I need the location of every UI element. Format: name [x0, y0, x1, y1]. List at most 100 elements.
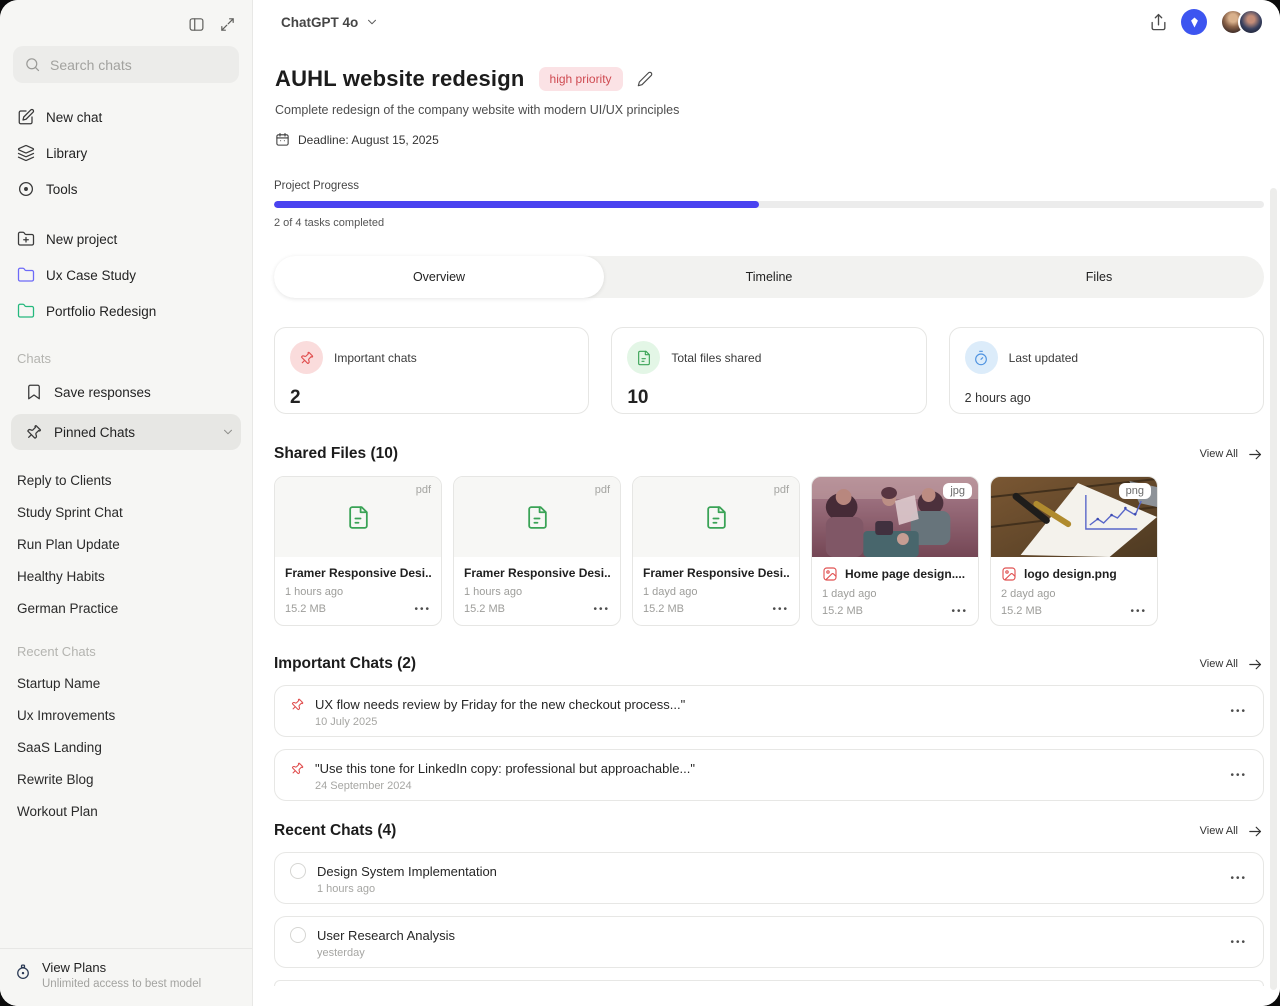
more-icon[interactable] — [1230, 770, 1247, 781]
list-item[interactable]: Startup Name — [11, 667, 241, 699]
file-time: 1 hours ago — [285, 586, 344, 598]
tab-files[interactable]: Files — [1085, 270, 1113, 284]
chat-snippet: "Use this tone for LinkedIn copy: profes… — [315, 760, 695, 776]
file-size: 15.2 MB — [643, 603, 684, 615]
stat-card-last-updated: Last updated 2 hours ago — [948, 327, 1264, 414]
list-item[interactable]: Ux Imrovements — [11, 699, 241, 731]
list-item[interactable]: Reply to Clients — [11, 464, 241, 496]
upgrade-gem-button[interactable] — [1181, 9, 1207, 35]
tab-bar: Overview Timeline Files — [274, 256, 1264, 298]
sidebar-toggle-icon[interactable] — [188, 16, 205, 33]
more-icon[interactable] — [1130, 606, 1147, 617]
list-item[interactable]: Study Sprint Chat — [11, 496, 241, 528]
view-all-recent-button[interactable]: View All — [1200, 823, 1264, 840]
stat-label: Last updated — [1008, 350, 1079, 365]
chat-date: 1 hours ago — [317, 882, 376, 895]
important-chat-row[interactable]: "Use this tone for LinkedIn copy: profes… — [274, 749, 1264, 801]
project-description: Complete redesign of the company website… — [275, 103, 680, 117]
sidebar-item-label: Save responses — [54, 384, 151, 400]
sidebar-item-tools[interactable]: Tools — [11, 171, 241, 207]
new-chat-icon — [18, 108, 35, 125]
view-all-files-button[interactable]: View All — [1200, 446, 1264, 463]
file-card[interactable]: pdf Framer Responsive Desi... 1 dayd ago… — [632, 476, 800, 626]
view-all-label: View All — [1199, 658, 1238, 670]
recent-chat-row[interactable]: User Research Analysis yesterday — [274, 916, 1264, 968]
view-all-label: View All — [1199, 825, 1238, 837]
file-type-label: pdf — [773, 484, 789, 496]
file-icon — [637, 350, 650, 365]
share-icon[interactable] — [1149, 13, 1168, 32]
sidebar-item-library[interactable]: Library — [11, 135, 241, 171]
file-time: 1 dayd ago — [822, 588, 877, 600]
folder-icon — [17, 303, 35, 318]
more-icon[interactable] — [593, 604, 610, 615]
model-selector[interactable]: ChatGPT 4o — [274, 15, 379, 30]
file-icon — [706, 505, 726, 529]
file-card[interactable]: png logo design.png 2 dayd ago 15.2 MB — [990, 476, 1158, 626]
file-time: 2 dayd ago — [1001, 588, 1056, 600]
sidebar-item-new-chat[interactable]: New chat — [11, 99, 241, 135]
file-name: Framer Responsive Desi... — [285, 566, 431, 580]
chevron-down-icon[interactable] — [221, 425, 235, 439]
file-card[interactable]: pdf Framer Responsive Desi... 1 hours ag… — [453, 476, 621, 626]
stat-value: 2 hours ago — [964, 391, 1031, 405]
chat-date: 10 July 2025 — [315, 715, 378, 728]
pin-icon — [300, 351, 313, 364]
more-icon[interactable] — [1230, 937, 1247, 948]
more-icon[interactable] — [951, 606, 968, 617]
chat-title: Startup Name — [17, 675, 101, 691]
chats-section-label: Chats — [17, 351, 51, 366]
chat-title: Study Sprint Chat — [17, 504, 123, 520]
view-plans-text: View Plans Unlimited access to best mode… — [42, 960, 201, 990]
recent-chat-row[interactable]: Design System Implementation 1 hours ago — [274, 852, 1264, 904]
search-input[interactable]: Search chats — [13, 46, 239, 83]
priority-badge: high priority — [538, 67, 623, 91]
list-item[interactable]: Run Plan Update — [11, 528, 241, 560]
list-item[interactable]: Workout Plan — [11, 795, 241, 827]
view-plans[interactable]: View Plans Unlimited access to best mode… — [0, 948, 252, 1006]
sidebar-item-new-project[interactable]: New project — [11, 221, 241, 257]
file-card[interactable]: jpg Home page design.... 1 dayd ago 15.2… — [811, 476, 979, 626]
sidebar-item-label: New project — [46, 231, 118, 247]
arrow-right-icon — [1249, 826, 1262, 836]
progress-caption: 2 of 4 tasks completed — [274, 217, 385, 229]
chat-date: 24 September 2024 — [315, 779, 412, 792]
file-time: 1 hours ago — [464, 586, 523, 598]
bookmark-icon — [28, 384, 40, 400]
sidebar-item-label: Library — [46, 145, 88, 161]
more-icon[interactable] — [1230, 873, 1247, 884]
file-name-text: logo design.png — [1024, 567, 1117, 581]
file-card[interactable]: pdf Framer Responsive Desi... 1 hours ag… — [274, 476, 442, 626]
file-name: Framer Responsive Desi... — [464, 566, 610, 580]
new-project-icon — [17, 231, 35, 246]
file-type-label: pdf — [594, 484, 610, 496]
tab-timeline[interactable]: Timeline — [745, 270, 793, 284]
list-item[interactable]: Rewrite Blog — [11, 763, 241, 795]
sidebar-item-portfolio-redesign[interactable]: Portfolio Redesign — [11, 293, 241, 329]
list-item[interactable]: Healthy Habits — [11, 560, 241, 592]
pinned-chat-list: Reply to Clients Study Sprint Chat Run P… — [0, 464, 252, 624]
more-icon[interactable] — [1230, 706, 1247, 717]
stat-label: Important chats — [334, 350, 417, 365]
recent-chat-list: Startup Name Ux Imrovements SaaS Landing… — [0, 667, 252, 827]
list-item[interactable]: SaaS Landing — [11, 731, 241, 763]
list-item[interactable]: German Practice — [11, 592, 241, 624]
more-icon[interactable] — [414, 604, 431, 615]
sidebar-item-pinned-chats[interactable]: Pinned Chats — [11, 414, 241, 450]
scrollbar[interactable] — [1270, 188, 1277, 990]
sidebar-item-ux-case-study[interactable]: Ux Case Study — [11, 257, 241, 293]
expand-icon[interactable] — [219, 16, 236, 33]
file-name: logo design.png — [1001, 566, 1147, 582]
model-name: ChatGPT 4o — [281, 14, 359, 30]
tab-overview[interactable]: Overview — [274, 256, 604, 298]
sidebar-item-save-responses[interactable]: Save responses — [11, 374, 241, 410]
chat-title: German Practice — [17, 600, 119, 616]
shared-avatars[interactable] — [1220, 9, 1264, 35]
important-chat-row[interactable]: UX flow needs review by Friday for the n… — [274, 685, 1264, 737]
file-type-badge: jpg — [943, 483, 972, 499]
more-icon[interactable] — [772, 604, 789, 615]
edit-icon[interactable] — [637, 71, 653, 87]
view-all-important-button[interactable]: View All — [1200, 656, 1264, 673]
search-placeholder: Search chats — [50, 56, 132, 73]
sidebar-header — [0, 0, 252, 34]
